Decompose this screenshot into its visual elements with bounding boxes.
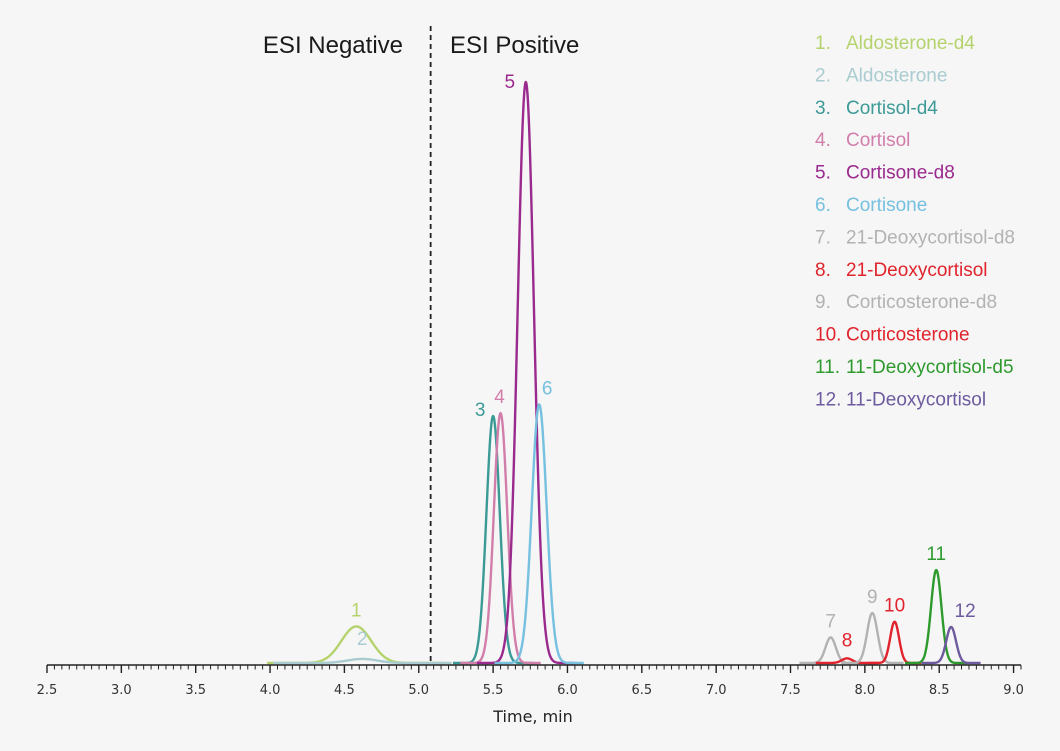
legend-number-2: 2. (815, 65, 831, 86)
legend-number-7: 7. (815, 227, 831, 248)
legend-number-12: 12. (815, 389, 841, 410)
peak-label-3: 3 (475, 400, 486, 421)
peak-label-11: 11 (926, 544, 946, 565)
legend-item-12: 11-Deoxycortisol (846, 389, 986, 410)
peak-label-6: 6 (542, 378, 553, 399)
peak-label-9: 9 (867, 587, 878, 608)
trace-4 (459, 411, 542, 665)
trace-5 (476, 80, 576, 665)
x-tick-label: 6.0 (557, 683, 578, 698)
trace-layer (266, 80, 982, 665)
x-tick-label: 8.0 (855, 683, 876, 698)
x-axis-title: Time, min (492, 707, 573, 726)
peak-label-7: 7 (825, 611, 836, 632)
legend-number-1: 1. (815, 33, 831, 54)
x-tick-label: 6.5 (631, 683, 652, 698)
x-axis-ticks: 2.5 3.0 3.5 4.0 4.5 5.0 5.5 6.0 6.5 7.0 7.5 8.0 8.5 9… (37, 665, 1024, 698)
peak-label-4: 4 (494, 387, 505, 408)
legend-number-5: 5. (815, 163, 831, 184)
legend-number-8: 8. (815, 260, 831, 281)
peak-label-8: 8 (842, 630, 853, 651)
x-tick-label: 4.0 (260, 683, 281, 698)
legend-item-10: Corticosterone (846, 325, 970, 346)
x-tick-label: 7.5 (780, 683, 801, 698)
x-tick-label: 8.5 (929, 683, 950, 698)
x-tick-label: 3.5 (185, 683, 206, 698)
legend-item-1: Aldosterone-d4 (846, 33, 975, 54)
legend-number-9: 9. (815, 292, 831, 313)
legend-item-7: 21-Deoxycortisol-d8 (846, 227, 1015, 248)
x-tick-label: 5.5 (483, 683, 504, 698)
x-tick-label: 5.0 (408, 683, 429, 698)
peak-label-10: 10 (884, 596, 905, 617)
legend-number-10: 10. (815, 325, 841, 346)
legend-number-4: 4. (815, 130, 831, 151)
x-tick-label: 4.5 (334, 683, 355, 698)
legend-item-6: Cortisone (846, 195, 927, 216)
x-tick-label: 3.0 (111, 683, 132, 698)
legend-number-11: 11. (815, 357, 840, 378)
legend-item-5: Cortisone-d8 (846, 163, 955, 184)
x-tick-label: 9.0 (1003, 683, 1024, 698)
legend-number-3: 3. (815, 98, 831, 119)
trace-11 (904, 568, 969, 665)
legend-item-9: Corticosterone-d8 (846, 292, 997, 313)
legend-item-11: 11-Deoxycortisol-d5 (846, 357, 1014, 378)
legend-item-8: 21-Deoxycortisol (846, 260, 988, 281)
region-label-negative: ESI Negative (263, 32, 403, 59)
legend-number-6: 6. (815, 195, 831, 216)
region-label-positive: ESI Positive (450, 32, 579, 59)
legend-item-4: Cortisol (846, 130, 910, 151)
legend: 1. Aldosterone-d4 2. Aldosterone 3. Cortisol-… (815, 33, 1015, 410)
trace-9 (840, 611, 905, 665)
legend-item-2: Aldosterone (846, 65, 947, 86)
trace-2 (272, 657, 452, 665)
x-tick-label: 2.5 (37, 683, 58, 698)
trace-12 (920, 625, 982, 665)
peak-label-2: 2 (357, 629, 368, 650)
x-tick-label: 7.0 (706, 683, 727, 698)
peak-label-5: 5 (505, 72, 516, 93)
peak-label-12: 12 (955, 601, 976, 622)
legend-item-3: Cortisol-d4 (846, 98, 938, 119)
trace-6 (493, 403, 585, 665)
peak-label-1: 1 (351, 600, 362, 621)
